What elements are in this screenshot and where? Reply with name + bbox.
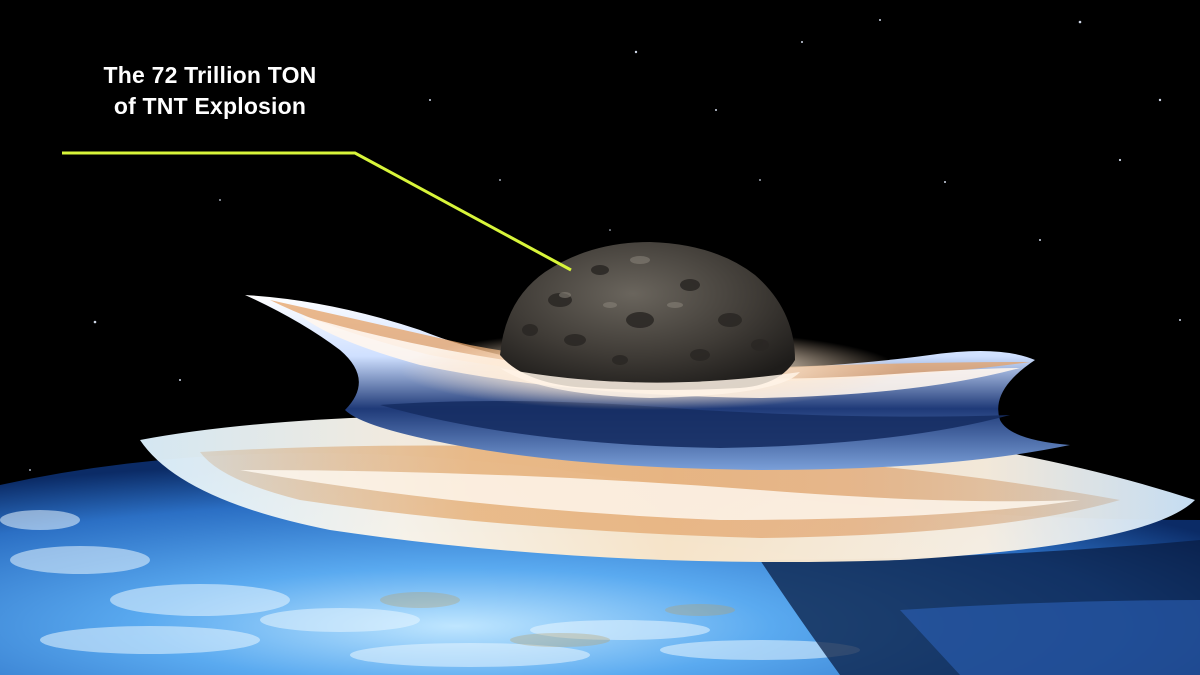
stars: [29, 19, 1181, 471]
annotation-label: The 72 Trillion TON of TNT Explosion: [60, 60, 360, 122]
annotation-leader-line: [62, 151, 572, 272]
annotation-line-2: of TNT Explosion: [113, 93, 307, 119]
asteroid: [500, 242, 800, 398]
annotation-line-1: The 72 Trillion TON: [103, 62, 317, 88]
